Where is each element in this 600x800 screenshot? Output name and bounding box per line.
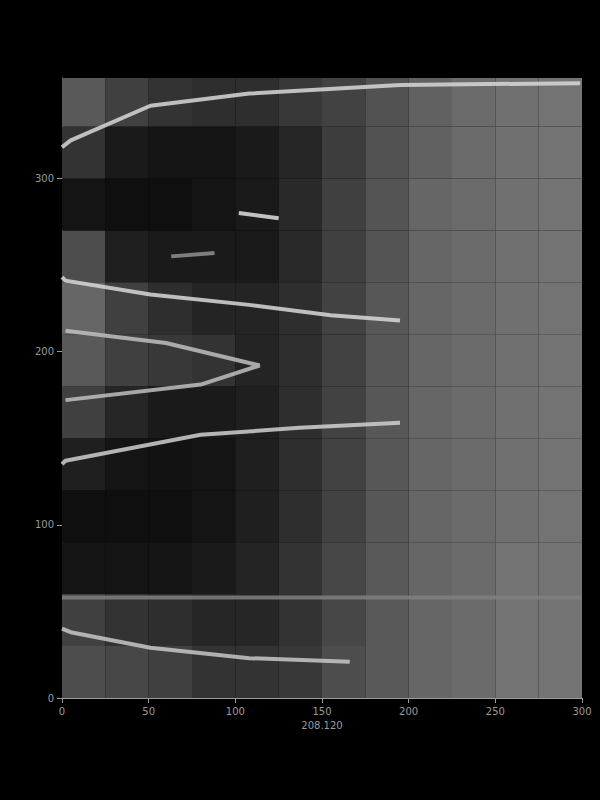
svg-text:200: 200 [35, 346, 54, 357]
svg-text:150: 150 [312, 706, 331, 717]
svg-text:200: 200 [399, 706, 418, 717]
svg-text:100: 100 [35, 519, 54, 530]
svg-text:250: 250 [486, 706, 505, 717]
svg-text:300: 300 [35, 173, 54, 184]
svg-text:100: 100 [226, 706, 245, 717]
svg-text:208.120: 208.120 [301, 720, 342, 731]
svg-text:0: 0 [59, 706, 65, 717]
svg-text:0: 0 [48, 693, 54, 704]
svg-text:300: 300 [572, 706, 591, 717]
svg-text:50: 50 [142, 706, 155, 717]
